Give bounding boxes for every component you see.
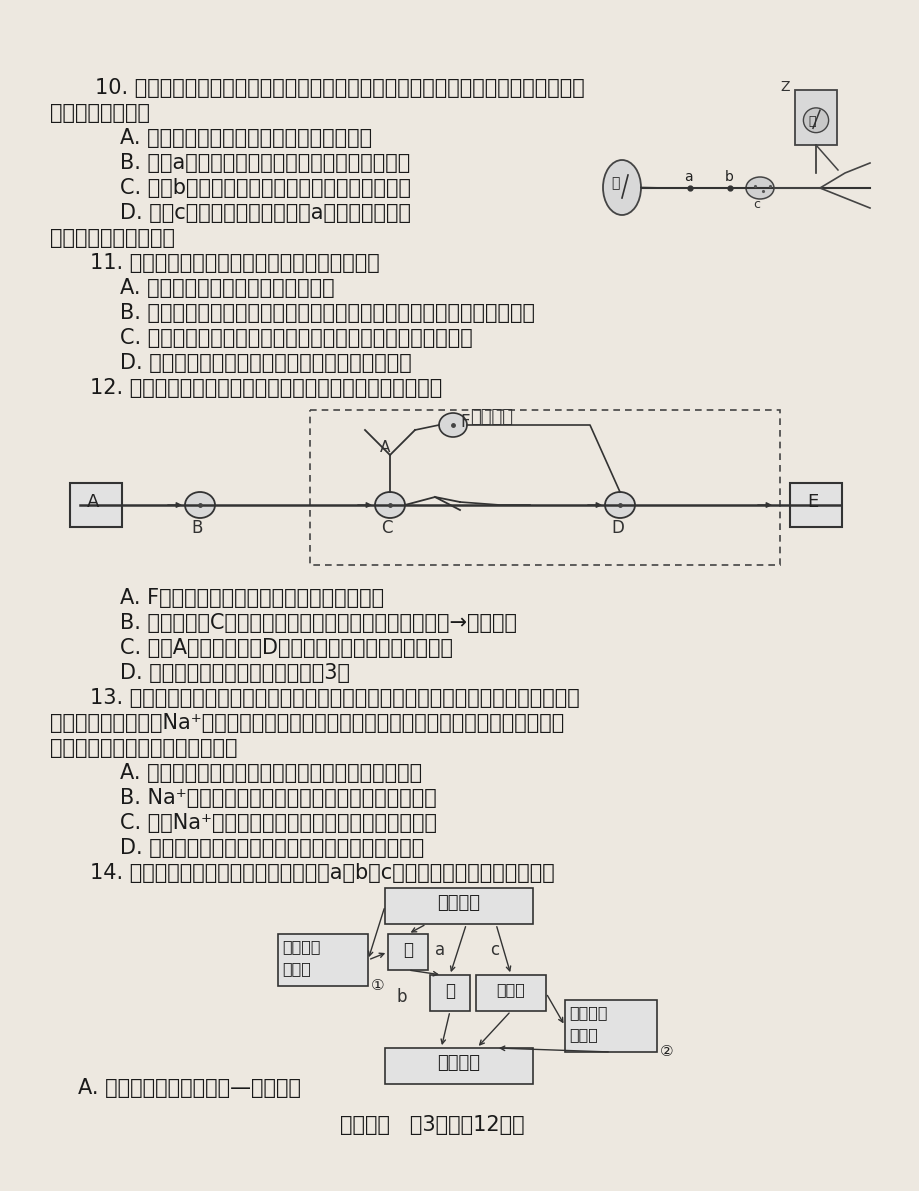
Text: B. 能听懂别人的谈话，但不能用词语表达自己的思想，属于运动性失语症: B. 能听懂别人的谈话，但不能用词语表达自己的思想，属于运动性失语症 [119,303,535,323]
Text: 神经中枢: 神经中枢 [470,409,513,426]
Text: C. 促进Na⁺通道开放的药物可缓解河豚毒素中毒症状: C. 促进Na⁺通道开放的药物可缓解河豚毒素中毒症状 [119,813,437,833]
Bar [310,410,779,565]
Text: 13. 河豚含蛋白质高、营养丰富，但其体内含有河豚毒素。河豚毒素一旦进入人体，就: 13. 河豚含蛋白质高、营养丰富，但其体内含有河豚毒素。河豚毒素一旦进入人体，就 [90,688,579,707]
Text: B. 当兴奋传到C的突触后膜时，发生的信号转变是电信号→化学信号: B. 当兴奋传到C的突触后膜时，发生的信号转变是电信号→化学信号 [119,613,516,632]
Text: A. F的存在，导致兴奋在此反射弧中双向传导: A. F的存在，导致兴奋在此反射弧中双向传导 [119,588,384,607]
Text: c: c [490,941,499,959]
Text: 有关叙述错误的是: 有关叙述错误的是 [50,102,150,123]
Text: 会像塞子一样凝固在Na⁺通道的入口处，从而导致血管运动神经和呼吸神经中枢麻痹，使人: 会像塞子一样凝固在Na⁺通道的入口处，从而导致血管运动神经和呼吸神经中枢麻痹，使… [50,713,563,732]
Text: 下丘脑另: 下丘脑另 [568,1005,607,1019]
Text: A: A [380,439,390,455]
Bar [70,484,122,526]
Bar [475,975,545,1011]
Text: C. 刺激A不一定能引起D处膜外电位由正电位变为负电位: C. 刺激A不一定能引起D处膜外电位由正电位变为负电位 [119,638,452,657]
Text: 乙: 乙 [807,116,814,127]
Text: B. 刺激a处时，甲指针偏转一次，乙指针偏转两次: B. 刺激a处时，甲指针偏转一次，乙指针偏转两次 [119,152,410,173]
Ellipse shape [602,160,641,216]
Text: 高二生物   第3页（共12页）: 高二生物 第3页（共12页） [340,1115,524,1135]
Text: A. 短期记忆可能与新突触的建立有关: A. 短期记忆可能与新突触的建立有关 [119,278,335,298]
Text: 乙: 乙 [445,983,455,1000]
Ellipse shape [802,108,828,132]
Text: a: a [435,941,445,959]
Text: 下丘脑某: 下丘脑某 [282,939,320,954]
Text: A. 血糖平衡的调节是神经—体液调节: A. 血糖平衡的调节是神经—体液调节 [78,1078,301,1098]
Text: 甲: 甲 [403,941,413,959]
Text: E: E [806,493,817,511]
Text: A. 极微量的河豚毒素可以作为镇痛和局部麻醉的药剂: A. 极微量的河豚毒素可以作为镇痛和局部麻醉的药剂 [119,763,422,782]
Text: C. 正常情况下，成年人的大脑皮层能控制位于脊髓的排尿中枢: C. 正常情况下，成年人的大脑皮层能控制位于脊髓的排尿中枢 [119,328,472,348]
Text: A: A [87,493,99,511]
Text: c: c [752,198,759,211]
Text: 血糖升高: 血糖升高 [437,894,480,912]
Ellipse shape [745,177,773,199]
Ellipse shape [375,492,404,518]
Bar [789,484,841,526]
Text: Z: Z [779,80,789,94]
Text: C. 刺激b处时，甲指针维持原状，乙指针偏转一次: C. 刺激b处时，甲指针维持原状，乙指针偏转一次 [119,177,411,198]
Text: a: a [683,170,692,183]
Text: 14. 下面是人体内血糖平衡调节示意图，a、b、c表示激素。下列分析错误的是: 14. 下面是人体内血糖平衡调节示意图，a、b、c表示激素。下列分析错误的是 [90,863,554,883]
Text: 甲: 甲 [610,176,618,191]
Text: D. 河豚毒素的毒性机理是阻止神经冲动的发生和传导: D. 河豚毒素的毒性机理是阻止神经冲动的发生和传导 [119,838,424,858]
Text: b: b [724,170,733,183]
Text: A. 静息状态下，甲指针偏转，乙指针不偏转: A. 静息状态下，甲指针偏转，乙指针不偏转 [119,127,371,148]
Text: 一区域: 一区域 [282,961,311,975]
Text: 一区域: 一区域 [568,1027,597,1042]
Text: b: b [397,989,407,1006]
Bar [388,934,427,969]
Text: 12. 下图为某神经网络结构示意图。据图分析，叙述正确的是: 12. 下图为某神经网络结构示意图。据图分析，叙述正确的是 [90,378,442,398]
Text: F: F [460,413,469,431]
Text: ②: ② [659,1045,673,1059]
Text: 血糖降低: 血糖降低 [437,1054,480,1072]
Bar [384,1048,532,1084]
Bar [429,975,470,1011]
Text: D: D [610,519,623,537]
Text: B. Na⁺通道持续开放将会使神经元持续处于静息状态: B. Na⁺通道持续开放将会使神经元持续处于静息状态 [119,788,437,807]
Ellipse shape [438,413,467,437]
Text: B: B [191,519,202,537]
Text: D. 清除c处的神经递质，再刺激a处时，甲指针偏: D. 清除c处的神经递质，再刺激a处时，甲指针偏 [119,202,411,223]
Text: 11. 下列关于人体大脑皮层功能的叙述，错误的是: 11. 下列关于人体大脑皮层功能的叙述，错误的是 [90,252,380,273]
Ellipse shape [185,492,215,518]
Text: D. 语言功能是人特有的区别于其他动物的高级功能: D. 语言功能是人特有的区别于其他动物的高级功能 [119,353,412,373]
Bar [564,1000,656,1052]
Text: 体迅速死亡。下列判断不合理的是: 体迅速死亡。下列判断不合理的是 [50,738,237,757]
Bar [794,91,836,145]
Text: 肾上腺: 肾上腺 [496,983,525,997]
Text: C: C [380,519,392,537]
Text: D. 图中能接受神经递质的细胞共有3个: D. 图中能接受神经递质的细胞共有3个 [119,663,349,682]
Ellipse shape [605,492,634,518]
Text: 10. 下图是用甲、乙两个电流表研究神经纤维及突触上兴奋产生及传导的示意图。下列: 10. 下图是用甲、乙两个电流表研究神经纤维及突触上兴奋产生及传导的示意图。下列 [95,77,584,98]
Text: ①: ① [370,978,384,993]
Bar [384,888,532,924]
Bar [278,934,368,986]
Text: 转一次，乙指针不偏转: 转一次，乙指针不偏转 [50,227,175,248]
